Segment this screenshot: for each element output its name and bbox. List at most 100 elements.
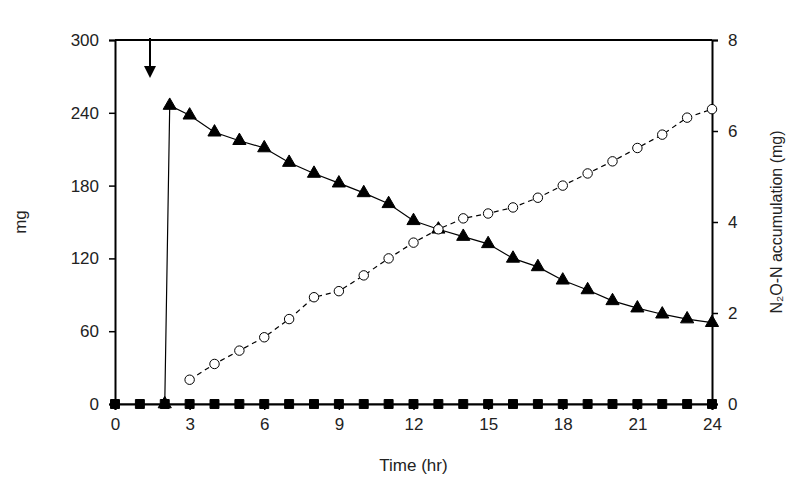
- marker: [285, 400, 294, 409]
- tick: 240: [71, 104, 115, 123]
- marker: [558, 181, 567, 190]
- marker: [235, 346, 244, 355]
- marker: [283, 155, 296, 166]
- marker: [359, 400, 368, 409]
- marker: [608, 157, 617, 166]
- marker: [309, 293, 318, 302]
- tick-label: 8: [728, 31, 737, 50]
- marker: [332, 176, 345, 187]
- marker: [459, 214, 468, 223]
- frame: [115, 39, 712, 41]
- tick-label: 0: [90, 395, 99, 414]
- marker: [233, 133, 246, 144]
- tick-label: 21: [628, 415, 647, 434]
- marker: [484, 400, 493, 409]
- marker: [683, 400, 692, 409]
- marker: [482, 236, 495, 247]
- marker: [658, 130, 667, 139]
- chart: 0369121518212406012018024030002468Time (…: [0, 0, 800, 485]
- marker: [581, 282, 594, 293]
- tick-label: 240: [71, 104, 99, 123]
- axis-line: [713, 41, 719, 405]
- y-axis: 0 60 120 180 240 300: [71, 31, 116, 414]
- marker: [357, 185, 370, 196]
- marker: [382, 196, 395, 207]
- tick: 120: [71, 249, 115, 268]
- tick-mark: [712, 313, 718, 315]
- tick-label: 180: [71, 177, 99, 196]
- marker: [432, 222, 445, 233]
- arrow-head: [144, 66, 156, 78]
- axis-line: [109, 41, 116, 405]
- marker: [707, 104, 716, 113]
- marker: [457, 229, 470, 240]
- marker: [434, 400, 443, 409]
- tick-mark: [712, 222, 718, 224]
- marker: [210, 400, 219, 409]
- data: [111, 98, 719, 409]
- tick-label: 120: [71, 249, 99, 268]
- marker: [185, 375, 194, 384]
- x-title: Time (hr): [379, 456, 447, 475]
- tick-label: 4: [728, 213, 737, 232]
- tick-mark: [712, 131, 718, 133]
- marker: [531, 259, 544, 270]
- marker: [359, 271, 368, 280]
- marker: [633, 400, 642, 409]
- marker: [160, 400, 169, 409]
- marker: [235, 400, 244, 409]
- marker: [631, 301, 644, 312]
- tick-label: 60: [80, 322, 99, 341]
- marker: [163, 98, 176, 109]
- marker: [258, 140, 271, 151]
- tick: 2: [712, 304, 737, 323]
- tick-mark: [109, 258, 115, 260]
- marker: [434, 225, 443, 234]
- marker: [508, 203, 517, 212]
- tick-label: 18: [554, 415, 573, 434]
- marker: [208, 125, 221, 136]
- marker: [506, 251, 519, 262]
- tick-mark: [109, 40, 115, 42]
- tick-label: 300: [71, 31, 99, 50]
- tick-label: 3: [185, 415, 194, 434]
- marker: [185, 400, 194, 409]
- tick-label: 12: [405, 415, 424, 434]
- tick-label: 24: [703, 415, 722, 434]
- marker: [409, 400, 418, 409]
- marker: [583, 400, 592, 409]
- marker: [606, 293, 619, 304]
- tick: 8: [712, 31, 737, 50]
- marker: [558, 400, 567, 409]
- tick-label: 9: [335, 415, 344, 434]
- tick-label: 0: [111, 415, 120, 434]
- marker: [656, 307, 669, 318]
- marker: [334, 286, 343, 295]
- y2-title: N₂O-N accumulation (mg): [768, 130, 785, 313]
- marker: [583, 169, 592, 178]
- marker: [483, 209, 492, 218]
- marker: [608, 400, 617, 409]
- marker: [284, 314, 293, 323]
- marker: [111, 400, 120, 409]
- marker: [384, 254, 393, 263]
- tick-mark: [109, 331, 115, 333]
- marker: [509, 400, 518, 409]
- series-line: [190, 109, 712, 380]
- marker: [682, 113, 691, 122]
- tick: 6: [712, 122, 737, 141]
- marker: [409, 238, 418, 247]
- y-title: mg: [11, 210, 30, 234]
- tick: 4: [712, 213, 737, 232]
- series-line: [165, 106, 712, 404]
- tick-label: 15: [479, 415, 498, 434]
- marker: [556, 273, 569, 284]
- tick-mark: [109, 185, 115, 187]
- marker: [533, 400, 542, 409]
- tick: 180: [71, 177, 115, 196]
- tick-label: 6: [728, 122, 737, 141]
- marker: [658, 400, 667, 409]
- marker: [633, 143, 642, 152]
- marker: [384, 400, 393, 409]
- tick-mark: [712, 40, 718, 42]
